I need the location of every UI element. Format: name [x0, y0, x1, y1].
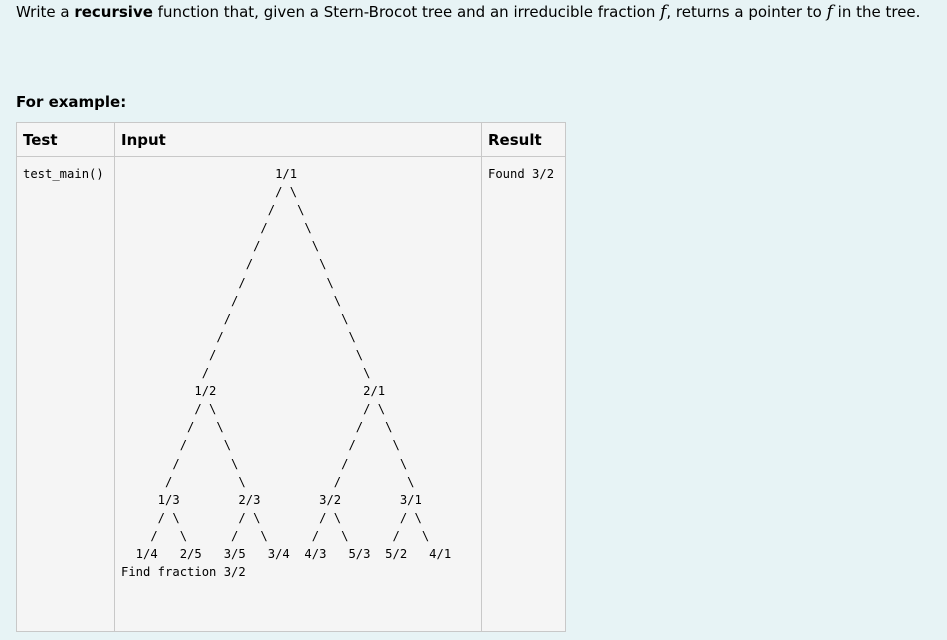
test-code: test_main(): [23, 167, 104, 181]
question-part1: Write a: [16, 3, 75, 21]
result-output: Found 3/2: [488, 167, 555, 181]
examples-table: Test Input Result test_main() 1/1 / \ / …: [16, 122, 566, 632]
header-input: Input: [114, 122, 482, 157]
examples-header-row: Test Input Result: [16, 122, 566, 157]
question-var-f-2: f: [826, 2, 833, 22]
input-tree: 1/1 / \ / \ / \ / \ / \ / \ / \: [121, 167, 452, 580]
question-part3: , returns a pointer to: [666, 3, 827, 21]
header-result: Result: [481, 122, 566, 157]
table-row: test_main() 1/1 / \ / \ / \ / \ / \ /: [16, 156, 566, 632]
header-test: Test: [16, 122, 115, 157]
cell-test: test_main(): [16, 156, 115, 632]
question-part4: in the tree.: [832, 3, 921, 21]
cell-result: Found 3/2: [481, 156, 566, 632]
cell-input: 1/1 / \ / \ / \ / \ / \ / \ / \: [114, 156, 482, 632]
question-part2: function that, given a Stern-Brocot tree…: [152, 3, 661, 21]
question-var-f: f: [660, 2, 667, 22]
question-bold-keyword: recursive: [74, 3, 153, 21]
for-example-heading: For example:: [16, 93, 127, 111]
question-text: Write a recursive function that, given a…: [16, 3, 920, 21]
